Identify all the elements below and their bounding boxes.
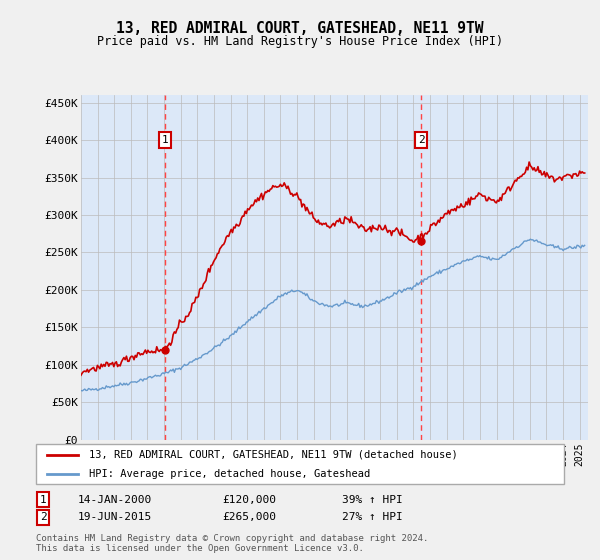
Text: Contains HM Land Registry data © Crown copyright and database right 2024.
This d: Contains HM Land Registry data © Crown c… [36,534,428,553]
Text: 39% ↑ HPI: 39% ↑ HPI [342,494,403,505]
Text: 27% ↑ HPI: 27% ↑ HPI [342,512,403,522]
Text: Price paid vs. HM Land Registry's House Price Index (HPI): Price paid vs. HM Land Registry's House … [97,35,503,48]
Text: £265,000: £265,000 [222,512,276,522]
Text: £120,000: £120,000 [222,494,276,505]
FancyBboxPatch shape [36,444,564,484]
Text: 2: 2 [418,135,425,145]
Text: HPI: Average price, detached house, Gateshead: HPI: Average price, detached house, Gate… [89,469,370,478]
Text: 14-JAN-2000: 14-JAN-2000 [78,494,152,505]
Text: 13, RED ADMIRAL COURT, GATESHEAD, NE11 9TW (detached house): 13, RED ADMIRAL COURT, GATESHEAD, NE11 9… [89,450,458,460]
Text: 19-JUN-2015: 19-JUN-2015 [78,512,152,522]
Text: 2: 2 [40,512,47,522]
Text: 1: 1 [40,494,47,505]
Text: 13, RED ADMIRAL COURT, GATESHEAD, NE11 9TW: 13, RED ADMIRAL COURT, GATESHEAD, NE11 9… [116,21,484,36]
Text: 1: 1 [161,135,168,145]
